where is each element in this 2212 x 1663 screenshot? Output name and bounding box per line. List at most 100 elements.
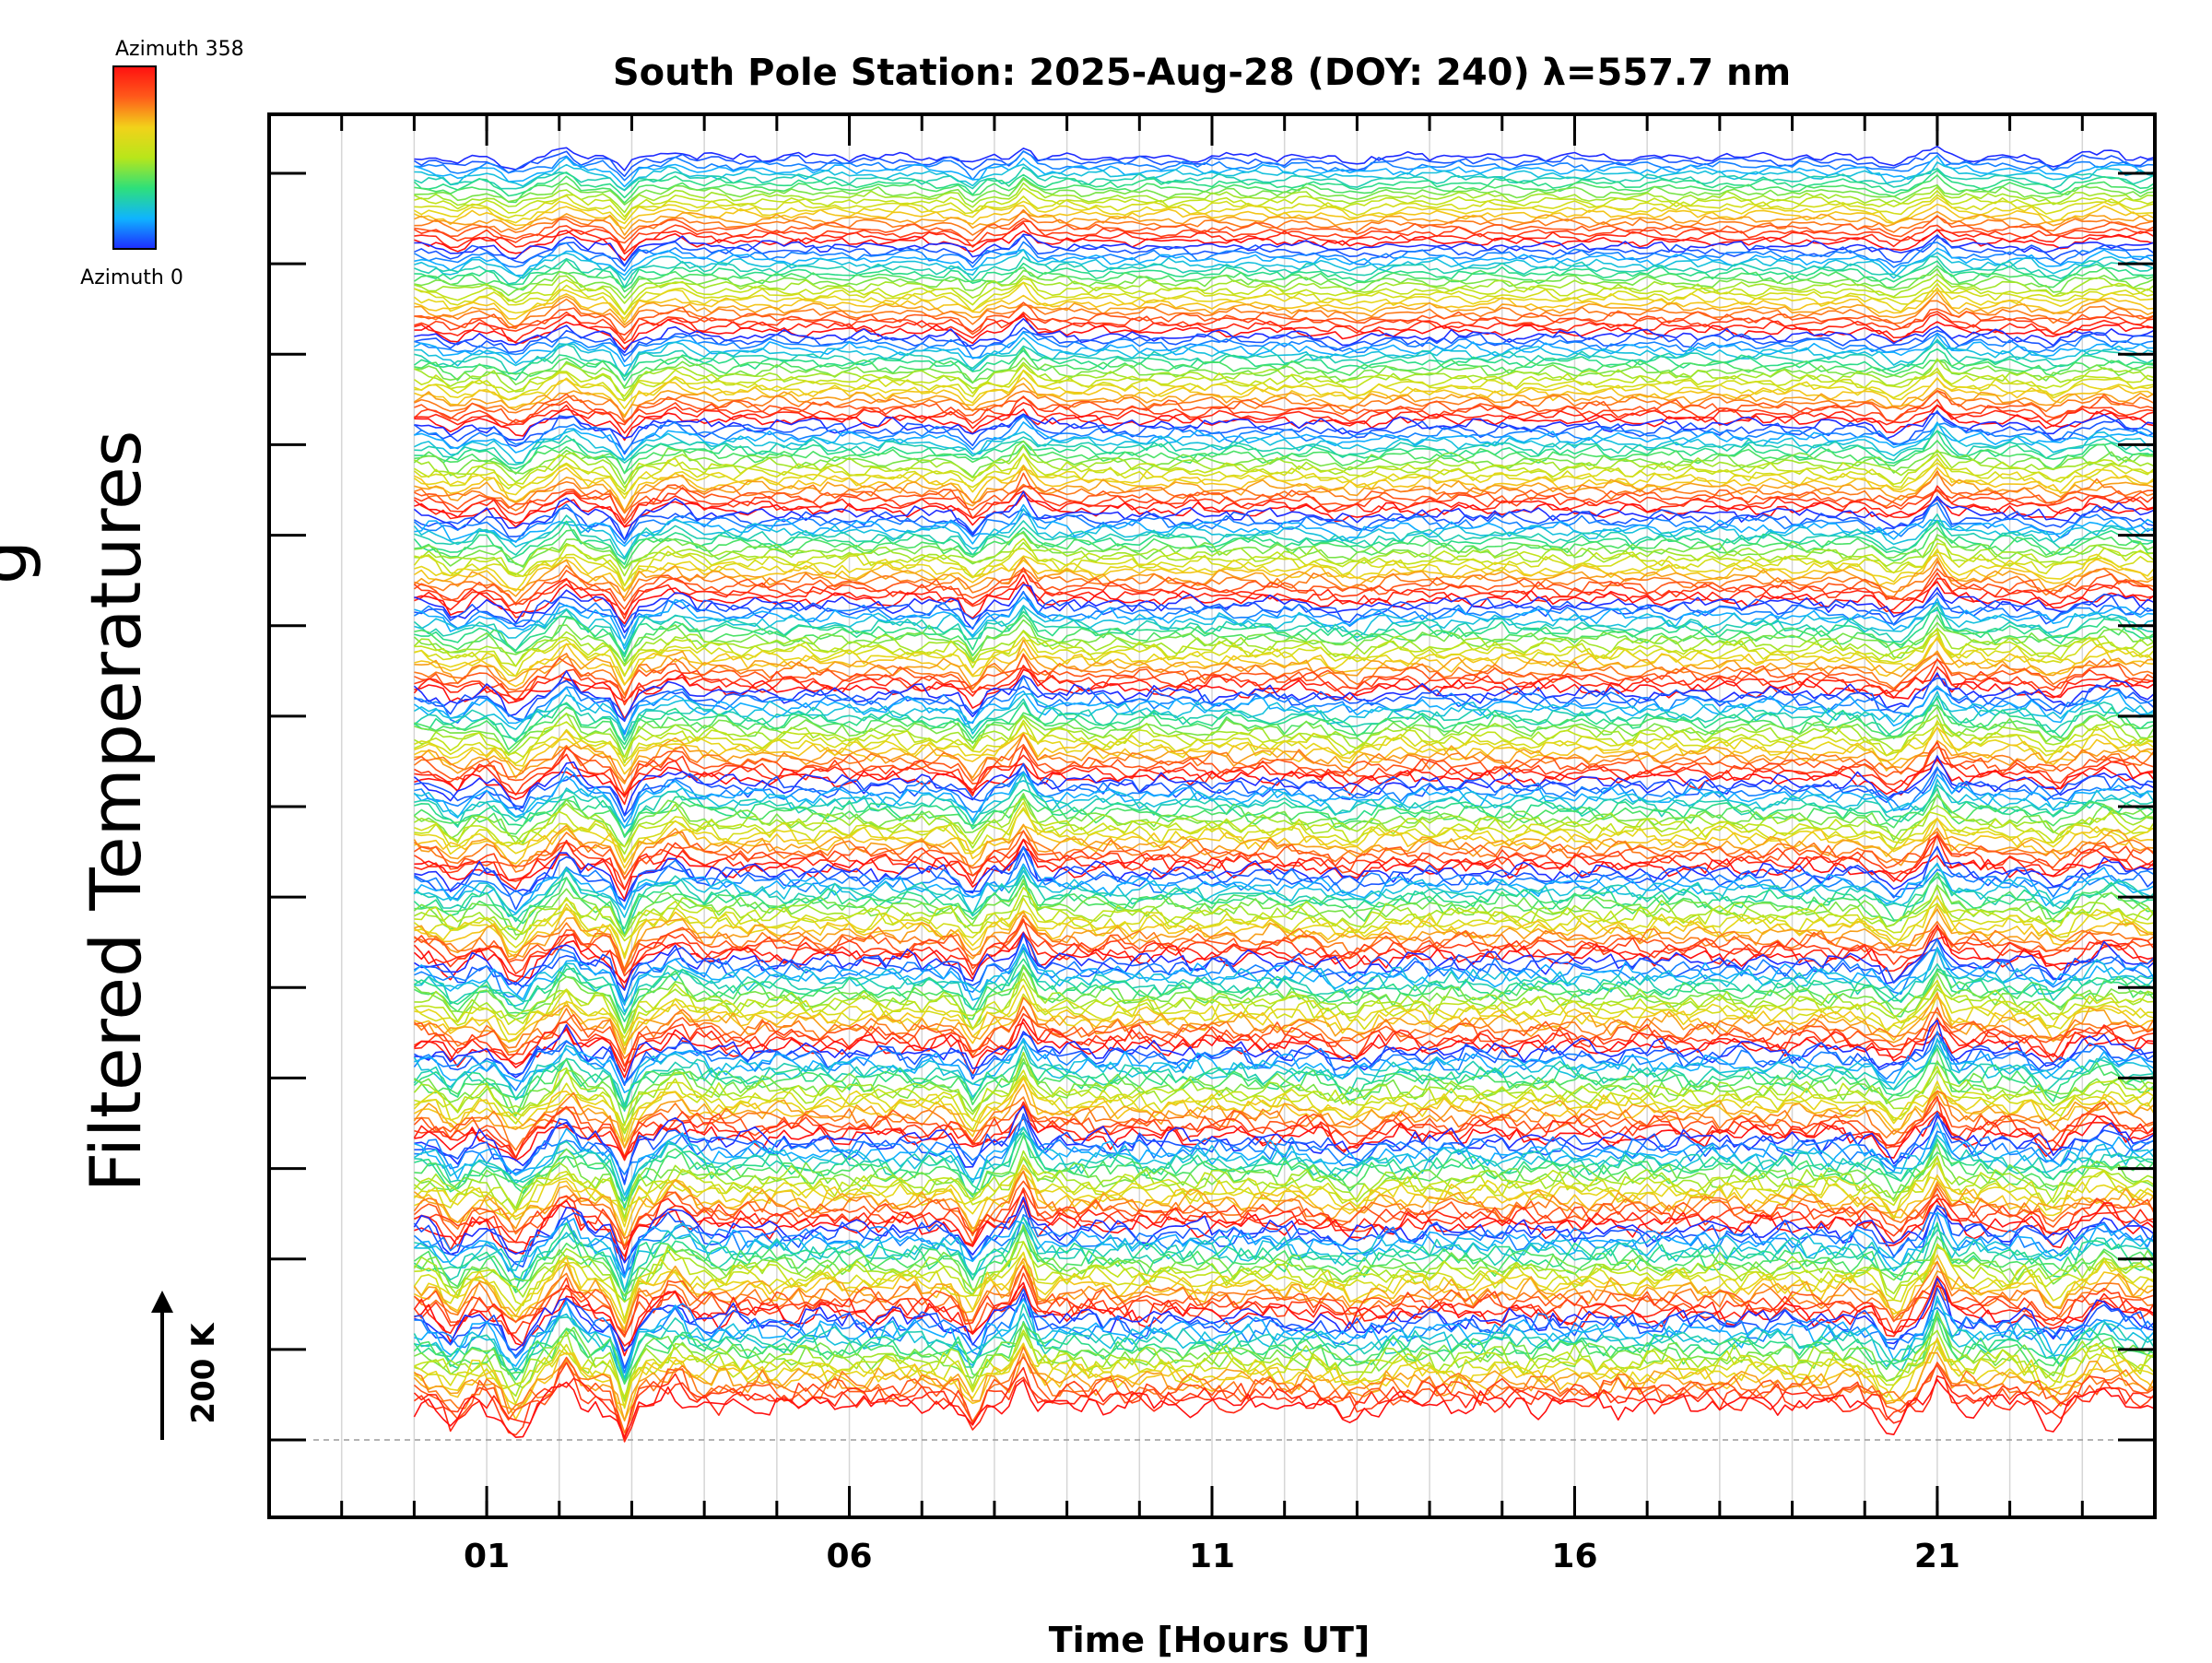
trace-line	[413, 1378, 2156, 1439]
x-axis-label: Time [Hours UT]	[1049, 1620, 1371, 1659]
trace-line	[413, 1351, 2156, 1421]
trace-line	[413, 695, 2156, 743]
trace-line	[413, 677, 2156, 723]
trace-line	[413, 1241, 2156, 1303]
trace-line	[414, 347, 2156, 388]
trace-line	[414, 676, 2156, 736]
colorbar-bottom-label: Azimuth 0	[80, 266, 183, 289]
trace-line	[414, 1295, 2156, 1380]
trace-line	[413, 1047, 2156, 1117]
trace-line	[414, 273, 2156, 304]
trace-line	[413, 772, 2156, 830]
trace-line	[414, 807, 2156, 864]
trace-line	[414, 537, 2156, 587]
trace-line	[413, 1211, 2156, 1278]
trace-line	[414, 241, 2156, 272]
trace-line	[414, 808, 2156, 850]
trace-line	[414, 605, 2156, 646]
x-tick-label: 21	[1914, 1538, 1960, 1575]
trace-line	[413, 265, 2156, 293]
traces	[313, 145, 2156, 1443]
trace-line	[414, 817, 2156, 869]
trace-line	[414, 145, 2156, 171]
trace-line	[413, 685, 2156, 733]
trace-line	[413, 627, 2156, 667]
trace-line	[414, 992, 2156, 1054]
trace-line	[413, 931, 2156, 984]
trace-line	[414, 726, 2156, 779]
trace-line	[413, 1244, 2156, 1321]
trace-line	[413, 846, 2156, 910]
trace-line	[413, 508, 2156, 559]
trace-line	[414, 1006, 2156, 1067]
trace-line	[414, 466, 2156, 513]
trace-line	[413, 1303, 2156, 1384]
trace-line	[413, 830, 2156, 879]
trace-line	[414, 532, 2156, 570]
trace-line	[413, 445, 2156, 489]
trace-line	[414, 1135, 2156, 1207]
trace-line	[414, 972, 2156, 1032]
trace-line	[414, 1339, 2156, 1409]
trace-line	[414, 182, 2156, 214]
trace-line	[414, 220, 2156, 253]
trace-line	[414, 1113, 2156, 1162]
trace-line	[414, 636, 2156, 686]
trace-line	[413, 1031, 2156, 1091]
trace-line	[414, 358, 2156, 401]
trace-line	[413, 150, 2156, 177]
trace-line	[414, 174, 2156, 204]
trace-line	[413, 602, 2156, 655]
x-tick-label: 06	[826, 1538, 872, 1575]
scale-label: 200 K	[185, 1322, 222, 1424]
trace-line	[413, 568, 2156, 610]
trace-line	[413, 1044, 2156, 1106]
trace-line	[414, 537, 2156, 577]
trace-line	[414, 187, 2156, 218]
trace-line	[414, 1241, 2156, 1320]
trace-line	[413, 690, 2156, 740]
trace-line	[414, 639, 2156, 695]
trace-line	[414, 725, 2156, 767]
trace-line	[414, 155, 2156, 188]
trace-line	[413, 795, 2156, 837]
trace-line	[414, 208, 2156, 240]
trace-line	[414, 1057, 2156, 1126]
trace-line	[414, 430, 2156, 466]
trace-line	[414, 1131, 2156, 1200]
trace-line	[413, 1132, 2156, 1197]
trace-line	[413, 1260, 2156, 1334]
trace-line	[414, 221, 2156, 255]
trace-line	[413, 485, 2156, 527]
trace-line	[414, 485, 2156, 525]
trace-line	[414, 326, 2156, 357]
trace-line	[414, 313, 2156, 350]
trace-line	[414, 1217, 2156, 1292]
trace-line	[413, 1018, 2156, 1079]
trace-line	[413, 1366, 2156, 1443]
chart-title: South Pole Station: 2025-Aug-28 (DOY: 24…	[613, 52, 1791, 94]
trace-line	[413, 1083, 2156, 1149]
trace-line	[414, 421, 2156, 462]
trace-line	[414, 1164, 2156, 1237]
trace-line	[414, 733, 2156, 784]
trace-line	[414, 560, 2156, 605]
trace-line	[414, 369, 2156, 410]
trace-line	[413, 1265, 2156, 1338]
x-tick-label: 01	[464, 1538, 510, 1575]
trace-line	[414, 1037, 2156, 1093]
trace-line	[413, 395, 2156, 426]
trace-line	[413, 958, 2156, 1022]
trace-line	[414, 331, 2156, 368]
trace-line	[413, 548, 2156, 587]
trace-line	[414, 470, 2156, 514]
trace-line	[413, 1013, 2156, 1067]
trace-line	[413, 979, 2156, 1044]
trace-line	[413, 863, 2156, 918]
trace-line	[414, 871, 2156, 938]
trace-line	[414, 210, 2156, 236]
trace-line	[414, 668, 2156, 720]
trace-line	[414, 1198, 2156, 1262]
trace-line	[414, 411, 2156, 442]
